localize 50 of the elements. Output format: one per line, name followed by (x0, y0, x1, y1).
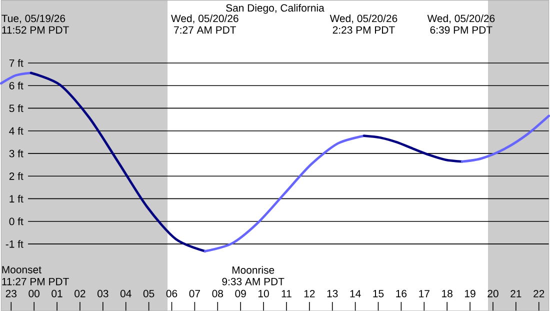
x-tick-label: 04 (120, 290, 132, 298)
x-tick-label: 12 (304, 290, 315, 298)
annotation: Moonrise (232, 266, 274, 274)
annotation: Wed, 05/20/26 (427, 14, 495, 24)
x-tick-label: 07 (189, 290, 200, 298)
annotation: 7:27 AM PDT (174, 26, 236, 34)
x-tick-label: 10 (258, 290, 269, 298)
x-tick-label: 15 (373, 290, 384, 298)
y-tick-label: -1 ft (6, 240, 24, 248)
line-series (30, 72, 206, 252)
x-tick-label: 08 (212, 290, 223, 298)
annotation: 11:52 PM PDT (2, 26, 69, 34)
x-tick-label: 17 (419, 290, 430, 298)
annotation: Wed, 05/20/26 (171, 14, 238, 24)
x-tick-label: 18 (442, 290, 452, 298)
annotation: 9:33 AM PDT (222, 278, 284, 286)
annotation: Moonset (2, 266, 42, 274)
x-tick-label: 23 (6, 290, 16, 298)
x-tick-label: 03 (98, 290, 108, 298)
x-tick-label: 22 (534, 290, 544, 298)
line-series (460, 114, 550, 163)
x-tick-label: 11 (282, 290, 292, 298)
annotation: Tue, 05/19/26 (2, 14, 66, 24)
y-tick-label: 7 ft (9, 58, 24, 67)
annotation: 6:39 PM PDT (430, 26, 492, 34)
line-series (362, 134, 464, 163)
x-tick-label: 20 (488, 290, 498, 298)
x-tick-label: 14 (350, 290, 361, 298)
x-tick-label: 19 (465, 290, 476, 298)
x-tick-label: 02 (74, 290, 86, 298)
x-tick-label: 21 (510, 290, 522, 298)
y-tick-label: 6 ft (9, 82, 24, 90)
y-tick-label: 3 ft (9, 149, 24, 158)
y-tick-label: 0 ft (9, 217, 24, 226)
y-tick-label: 2 ft (9, 172, 24, 180)
y-tick-label: 5 ft (9, 104, 24, 112)
x-tick-label: 01 (52, 290, 62, 298)
annotation: 2:23 PM PDT (332, 26, 395, 34)
annotation: 11:27 PM PDT (2, 278, 69, 286)
chart-title: San Diego, California (226, 4, 324, 14)
x-tick-label: 16 (396, 290, 407, 298)
x-tick-label: 00 (28, 290, 40, 298)
x-tick-label: 13 (327, 290, 338, 298)
y-tick-label: 4 ft (9, 126, 24, 134)
annotation: Wed, 05/20/26 (330, 14, 398, 24)
line-series (204, 134, 366, 252)
y-tick-label: 1 ft (10, 194, 24, 202)
x-tick-label: 05 (143, 290, 154, 298)
x-tick-label: 09 (235, 290, 246, 298)
x-tick-label: 06 (166, 290, 178, 298)
